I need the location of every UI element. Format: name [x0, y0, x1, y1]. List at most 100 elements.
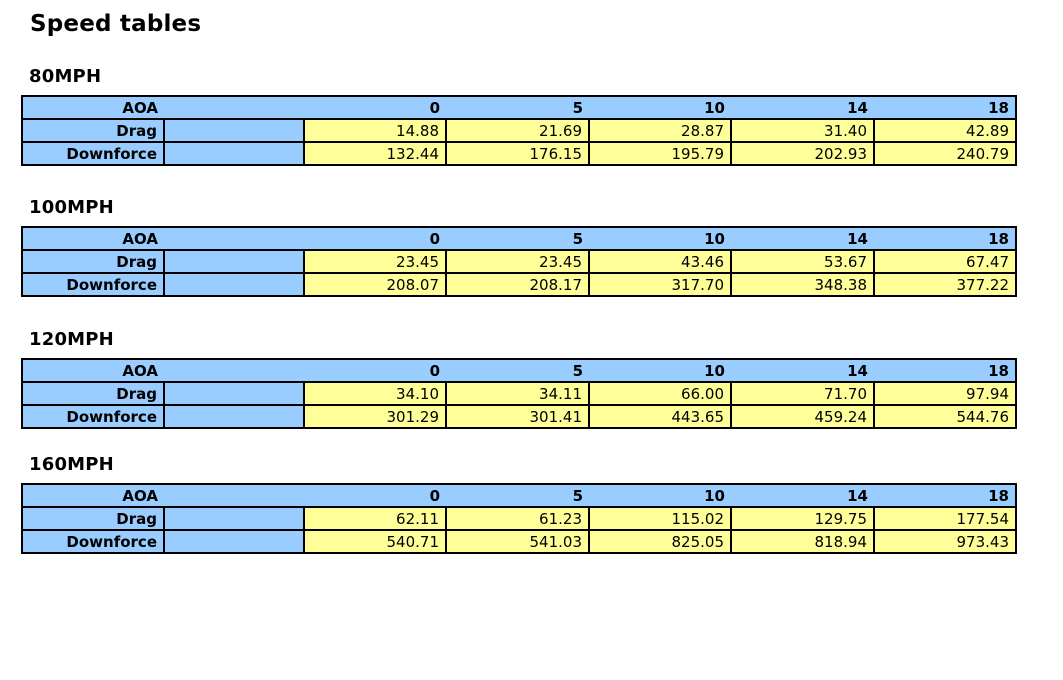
- aoa-value-cell: 0: [304, 359, 446, 383]
- downforce-row: Downforce 301.29 301.41 443.65 459.24 54…: [21, 404, 1017, 429]
- spacer-cell: [163, 118, 305, 143]
- downforce-label-cell: Downforce: [21, 404, 165, 429]
- speed-table-120mph: AOA 0 5 10 14 18 Drag 34.10 34.11 66.00 …: [21, 358, 1017, 429]
- downforce-value-cell: 240.79: [873, 141, 1017, 166]
- downforce-value-cell: 825.05: [588, 529, 732, 554]
- drag-value-cell: 34.11: [445, 381, 590, 406]
- drag-label-cell: Drag: [21, 381, 165, 406]
- downforce-row: Downforce 208.07 208.17 317.70 348.38 37…: [21, 272, 1017, 297]
- section-heading: 80MPH: [29, 66, 102, 87]
- speed-section-80mph: 80MPH AOA 0 5 10 14 18 Drag 14.88 21.69 …: [21, 66, 1017, 166]
- drag-value-cell: 62.11: [303, 506, 447, 531]
- downforce-value-cell: 541.03: [445, 529, 590, 554]
- header-spacer-cell: [164, 96, 304, 120]
- drag-value-cell: 67.47: [873, 249, 1017, 274]
- spacer-cell: [163, 272, 305, 297]
- aoa-value-cell: 14: [731, 359, 874, 383]
- downforce-value-cell: 301.41: [445, 404, 590, 429]
- downforce-value-cell: 301.29: [303, 404, 447, 429]
- header-spacer-cell: [164, 359, 304, 383]
- aoa-value-cell: 5: [446, 227, 589, 251]
- downforce-label-cell: Downforce: [21, 272, 165, 297]
- drag-row: Drag 34.10 34.11 66.00 71.70 97.94: [21, 381, 1017, 406]
- aoa-label-cell: AOA: [22, 227, 164, 251]
- aoa-value-cell: 10: [589, 227, 731, 251]
- drag-value-cell: 28.87: [588, 118, 732, 143]
- speed-table-100mph: AOA 0 5 10 14 18 Drag 23.45 23.45 43.46 …: [21, 226, 1017, 297]
- downforce-value-cell: 176.15: [445, 141, 590, 166]
- drag-value-cell: 21.69: [445, 118, 590, 143]
- section-heading: 120MPH: [29, 329, 114, 350]
- speed-section-160mph: 160MPH AOA 0 5 10 14 18 Drag 62.11 61.23…: [21, 454, 1017, 554]
- aoa-value-cell: 18: [874, 96, 1016, 120]
- aoa-header-row: AOA 0 5 10 14 18: [22, 359, 1016, 383]
- drag-value-cell: 177.54: [873, 506, 1017, 531]
- downforce-value-cell: 459.24: [730, 404, 875, 429]
- drag-row: Drag 14.88 21.69 28.87 31.40 42.89: [21, 118, 1017, 143]
- downforce-value-cell: 818.94: [730, 529, 875, 554]
- drag-value-cell: 43.46: [588, 249, 732, 274]
- header-spacer-cell: [164, 227, 304, 251]
- aoa-value-cell: 14: [731, 96, 874, 120]
- downforce-value-cell: 973.43: [873, 529, 1017, 554]
- speed-section-100mph: 100MPH AOA 0 5 10 14 18 Drag 23.45 23.45…: [21, 197, 1017, 297]
- speed-table-160mph: AOA 0 5 10 14 18 Drag 62.11 61.23 115.02…: [21, 483, 1017, 554]
- aoa-label-cell: AOA: [22, 484, 164, 508]
- drag-value-cell: 31.40: [730, 118, 875, 143]
- page-title: Speed tables: [30, 11, 202, 37]
- aoa-label-cell: AOA: [22, 359, 164, 383]
- spacer-cell: [163, 404, 305, 429]
- downforce-value-cell: 202.93: [730, 141, 875, 166]
- aoa-value-cell: 0: [304, 484, 446, 508]
- drag-value-cell: 129.75: [730, 506, 875, 531]
- spacer-cell: [163, 249, 305, 274]
- aoa-header-row: AOA 0 5 10 14 18: [22, 96, 1016, 120]
- speed-table-80mph: AOA 0 5 10 14 18 Drag 14.88 21.69 28.87 …: [21, 95, 1017, 166]
- aoa-value-cell: 10: [589, 359, 731, 383]
- aoa-header-row: AOA 0 5 10 14 18: [22, 227, 1016, 251]
- aoa-value-cell: 5: [446, 484, 589, 508]
- downforce-value-cell: 208.17: [445, 272, 590, 297]
- downforce-value-cell: 544.76: [873, 404, 1017, 429]
- spacer-cell: [163, 381, 305, 406]
- downforce-value-cell: 443.65: [588, 404, 732, 429]
- aoa-value-cell: 5: [446, 96, 589, 120]
- aoa-value-cell: 18: [874, 484, 1016, 508]
- aoa-header-row: AOA 0 5 10 14 18: [22, 484, 1016, 508]
- downforce-label-cell: Downforce: [21, 529, 165, 554]
- aoa-value-cell: 14: [731, 484, 874, 508]
- aoa-value-cell: 5: [446, 359, 589, 383]
- downforce-value-cell: 195.79: [588, 141, 732, 166]
- spacer-cell: [163, 529, 305, 554]
- downforce-row: Downforce 540.71 541.03 825.05 818.94 97…: [21, 529, 1017, 554]
- aoa-value-cell: 14: [731, 227, 874, 251]
- downforce-row: Downforce 132.44 176.15 195.79 202.93 24…: [21, 141, 1017, 166]
- drag-value-cell: 71.70: [730, 381, 875, 406]
- drag-label-cell: Drag: [21, 118, 165, 143]
- downforce-value-cell: 540.71: [303, 529, 447, 554]
- section-heading: 100MPH: [29, 197, 114, 218]
- aoa-value-cell: 18: [874, 227, 1016, 251]
- drag-row: Drag 23.45 23.45 43.46 53.67 67.47: [21, 249, 1017, 274]
- speed-section-120mph: 120MPH AOA 0 5 10 14 18 Drag 34.10 34.11…: [21, 329, 1017, 429]
- header-spacer-cell: [164, 484, 304, 508]
- drag-value-cell: 53.67: [730, 249, 875, 274]
- drag-value-cell: 14.88: [303, 118, 447, 143]
- drag-value-cell: 42.89: [873, 118, 1017, 143]
- spacer-cell: [163, 141, 305, 166]
- drag-value-cell: 23.45: [303, 249, 447, 274]
- aoa-label-cell: AOA: [22, 96, 164, 120]
- downforce-value-cell: 208.07: [303, 272, 447, 297]
- drag-row: Drag 62.11 61.23 115.02 129.75 177.54: [21, 506, 1017, 531]
- drag-value-cell: 34.10: [303, 381, 447, 406]
- downforce-value-cell: 348.38: [730, 272, 875, 297]
- drag-value-cell: 66.00: [588, 381, 732, 406]
- drag-value-cell: 23.45: [445, 249, 590, 274]
- aoa-value-cell: 18: [874, 359, 1016, 383]
- drag-value-cell: 97.94: [873, 381, 1017, 406]
- downforce-value-cell: 132.44: [303, 141, 447, 166]
- drag-value-cell: 115.02: [588, 506, 732, 531]
- aoa-value-cell: 0: [304, 96, 446, 120]
- drag-value-cell: 61.23: [445, 506, 590, 531]
- downforce-label-cell: Downforce: [21, 141, 165, 166]
